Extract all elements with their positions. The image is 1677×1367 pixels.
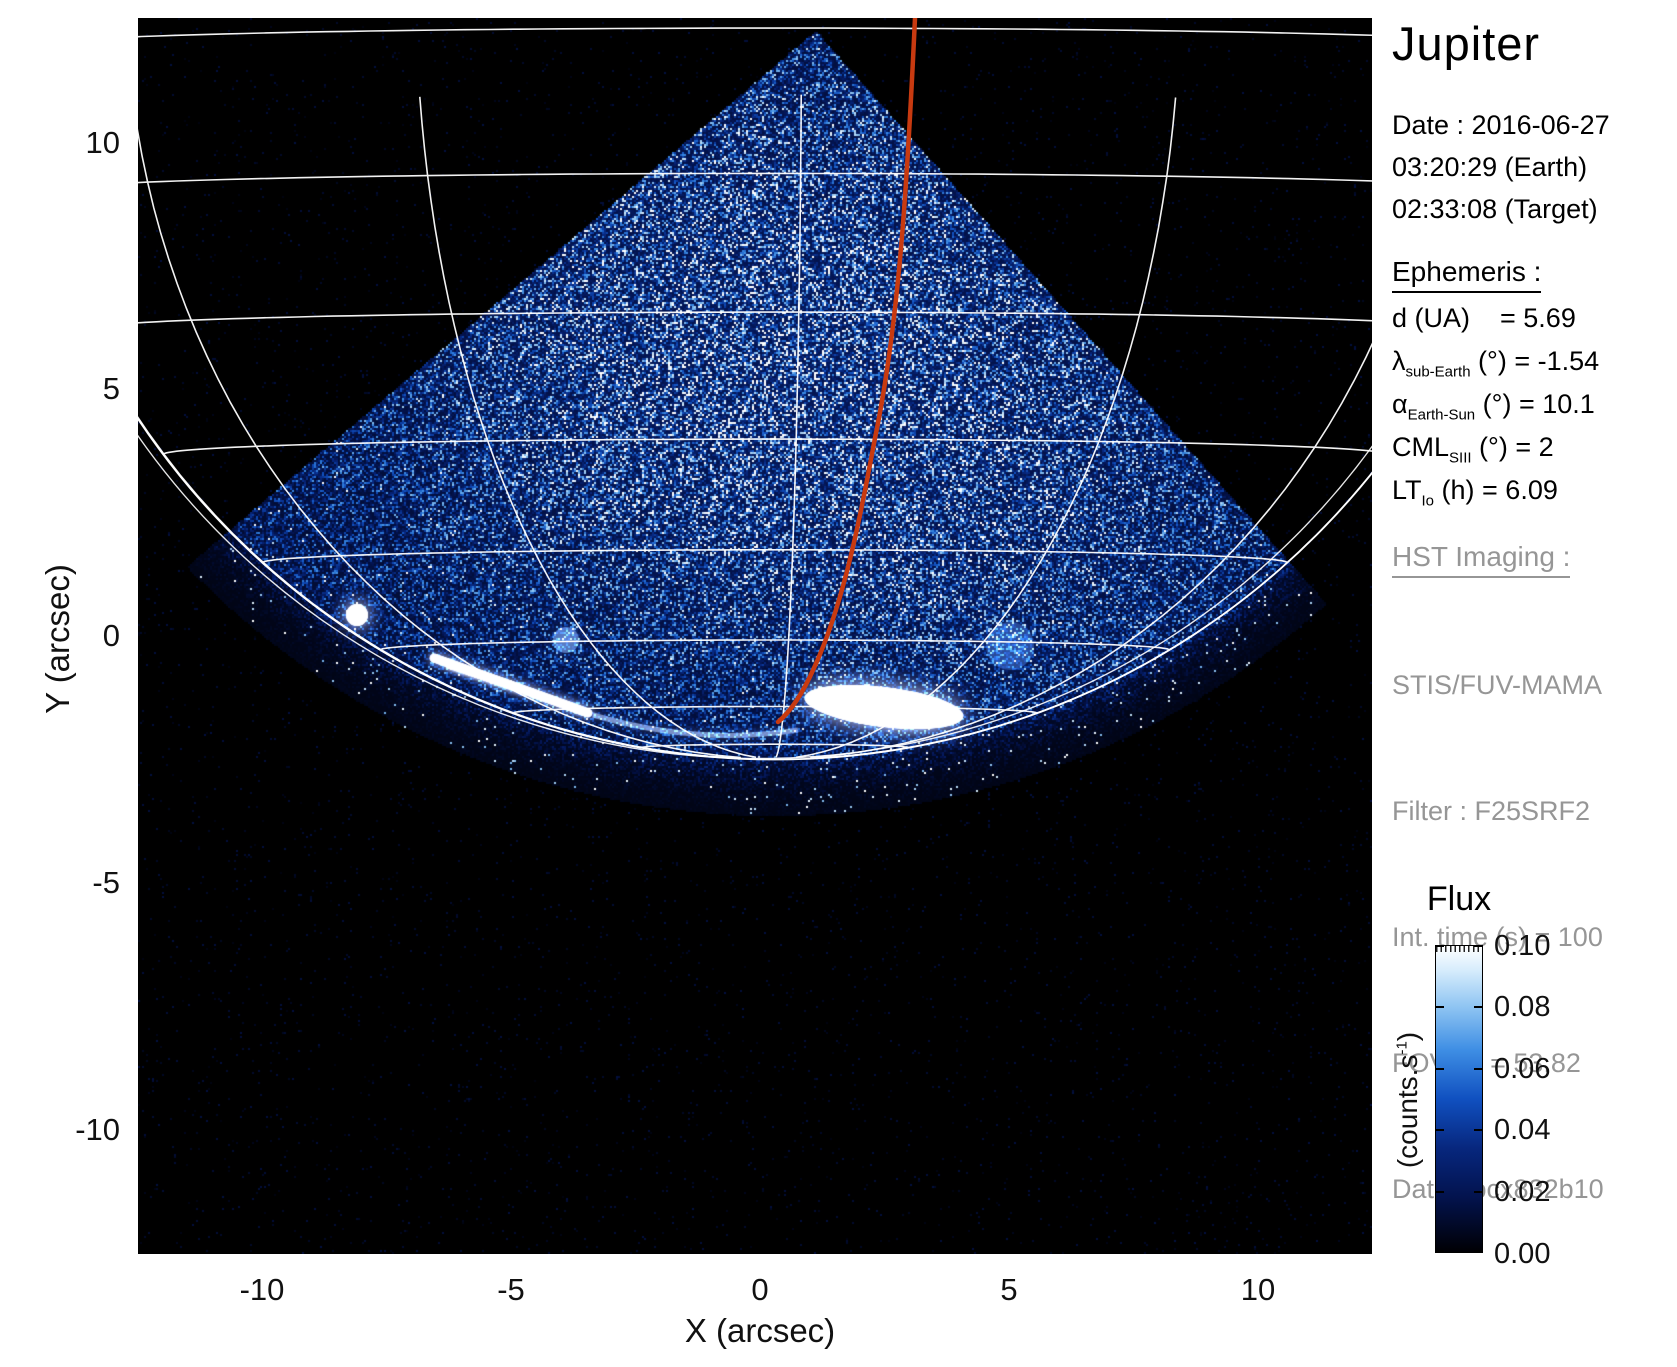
image-plot-area: [138, 18, 1372, 1254]
colorbar-tickmark-left: [1435, 1129, 1444, 1131]
colorbar-tick-008: 0.08: [1494, 991, 1594, 1023]
y-tick-m10: -10: [30, 1112, 120, 1148]
ephemeris-row-cml: CMLSIII (°) = 2: [1392, 426, 1599, 469]
x-tick-m5: -5: [451, 1272, 571, 1308]
colorbar-tickmark-left: [1435, 1006, 1444, 1008]
eph-val: (°) = -1.54: [1471, 346, 1600, 376]
eph-val: (°) = 10.1: [1475, 389, 1595, 419]
eph-sub: sub-Earth: [1406, 363, 1471, 380]
colorbar-tickmark-right: [1474, 1250, 1483, 1252]
y-tick-10: 10: [30, 125, 120, 161]
figure-canvas: 10 5 0 -5 -10 -10 -5 0 5 10 Y (arcsec) X…: [0, 0, 1677, 1367]
ephemeris-row-subearth-lat: λsub-Earth (°) = -1.54: [1392, 340, 1599, 383]
colorbar-tickmark-left: [1435, 945, 1444, 947]
eph-pre: LT: [1392, 475, 1422, 505]
hst-imaging-header: HST Imaging :: [1392, 541, 1570, 578]
colorbar-unit-label: (counts.s-1): [1392, 1010, 1424, 1190]
colorbar-tickmark-right: [1474, 1129, 1483, 1131]
ephemeris-header: Ephemeris :: [1392, 256, 1541, 293]
colorbar-title: Flux: [1394, 880, 1524, 919]
colorbar-tickmark-left: [1435, 1250, 1444, 1252]
colorbar-tick-006: 0.06: [1494, 1053, 1594, 1085]
y-tick-m5: -5: [30, 865, 120, 901]
date-block: Date : 2016-06-27 03:20:29 (Earth) 02:33…: [1392, 104, 1610, 230]
hst-row-instrument: STIS/FUV-MAMA: [1392, 664, 1604, 706]
colorbar-tick-004: 0.04: [1494, 1114, 1594, 1146]
ephemeris-row-io-localtime: LTIo (h) = 6.09: [1392, 469, 1599, 512]
eph-val: (°) = 2: [1472, 432, 1554, 462]
colorbar-tickmark-left: [1435, 1068, 1444, 1070]
colorbar-tick-000: 0.00: [1494, 1238, 1594, 1270]
x-tick-5: 5: [949, 1272, 1069, 1308]
colorbar-tickmark-right: [1474, 1006, 1483, 1008]
unit-pre: (counts.s: [1392, 1055, 1423, 1169]
y-tick-5: 5: [30, 371, 120, 407]
eph-pre: α: [1392, 389, 1408, 419]
graticule-overlay: [138, 18, 1372, 1254]
ephemeris-row-distance: d (UA) = 5.69: [1392, 297, 1599, 340]
page-title: Jupiter: [1392, 16, 1540, 71]
unit-post: ): [1392, 1032, 1423, 1041]
y-axis-label: Y (arcsec): [39, 489, 77, 789]
x-tick-0: 0: [700, 1272, 820, 1308]
eph-sub: SIII: [1449, 449, 1472, 466]
colorbar-tickmark-right: [1474, 945, 1483, 947]
ephemeris-rows: d (UA) = 5.69 λsub-Earth (°) = -1.54 αEa…: [1392, 297, 1599, 512]
eph-val: (h) = 6.09: [1434, 475, 1558, 505]
eph-pre: λ: [1392, 346, 1406, 376]
ephemeris-row-phase-angle: αEarth-Sun (°) = 10.1: [1392, 383, 1599, 426]
colorbar: [1435, 945, 1483, 1253]
eph-sub: Io: [1422, 492, 1435, 509]
eph-sub: Earth-Sun: [1408, 406, 1476, 423]
x-axis-label: X (arcsec): [610, 1312, 910, 1350]
io-footprint-track: [778, 18, 915, 722]
eph-val: = 5.69: [1470, 303, 1576, 333]
colorbar-tickmark-left: [1435, 1191, 1444, 1193]
x-tick-m10: -10: [202, 1272, 322, 1308]
colorbar-tickmark-right: [1474, 1068, 1483, 1070]
x-tick-10: 10: [1198, 1272, 1318, 1308]
eph-pre: CML: [1392, 432, 1449, 462]
colorbar-tick-010: 0.10: [1494, 930, 1594, 962]
unit-sup: -1: [1394, 1041, 1411, 1054]
colorbar-tick-002: 0.02: [1494, 1176, 1594, 1208]
colorbar-tickmark-right: [1474, 1191, 1483, 1193]
eph-pre: d (UA): [1392, 303, 1470, 333]
hst-row-filter: Filter : F25SRF2: [1392, 790, 1604, 832]
